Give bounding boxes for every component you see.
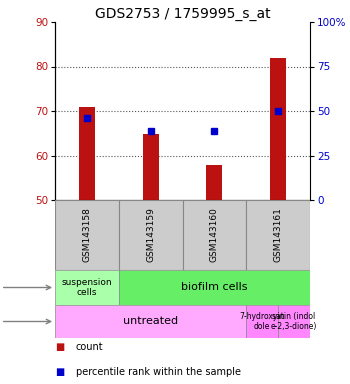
Text: ■: ■	[55, 342, 64, 352]
Bar	[143, 134, 159, 200]
Text: GSM143161: GSM143161	[274, 208, 283, 262]
Text: satin (indol
e-2,3-dione): satin (indol e-2,3-dione)	[271, 312, 317, 331]
Bar	[79, 108, 95, 200]
Text: 7-hydroxyin
dole: 7-hydroxyin dole	[239, 312, 285, 331]
Text: untreated: untreated	[123, 316, 178, 326]
Text: ■: ■	[55, 367, 64, 377]
Bar	[246, 200, 310, 270]
Text: GSM143160: GSM143160	[210, 208, 219, 262]
Bar	[182, 200, 246, 270]
Text: suspension
cells: suspension cells	[62, 278, 112, 297]
Bar	[206, 165, 222, 200]
Bar	[270, 58, 286, 200]
Text: GSM143159: GSM143159	[146, 208, 155, 262]
Bar	[278, 305, 310, 338]
Text: percentile rank within the sample: percentile rank within the sample	[76, 367, 241, 377]
Text: GSM143158: GSM143158	[82, 208, 91, 262]
Bar	[55, 200, 119, 270]
Text: biofilm cells: biofilm cells	[181, 283, 248, 293]
Text: count: count	[76, 342, 104, 352]
Bar	[55, 305, 246, 338]
Bar	[246, 305, 278, 338]
Bar	[119, 200, 182, 270]
Bar	[119, 270, 310, 305]
Bar	[55, 270, 119, 305]
Title: GDS2753 / 1759995_s_at: GDS2753 / 1759995_s_at	[95, 7, 270, 21]
